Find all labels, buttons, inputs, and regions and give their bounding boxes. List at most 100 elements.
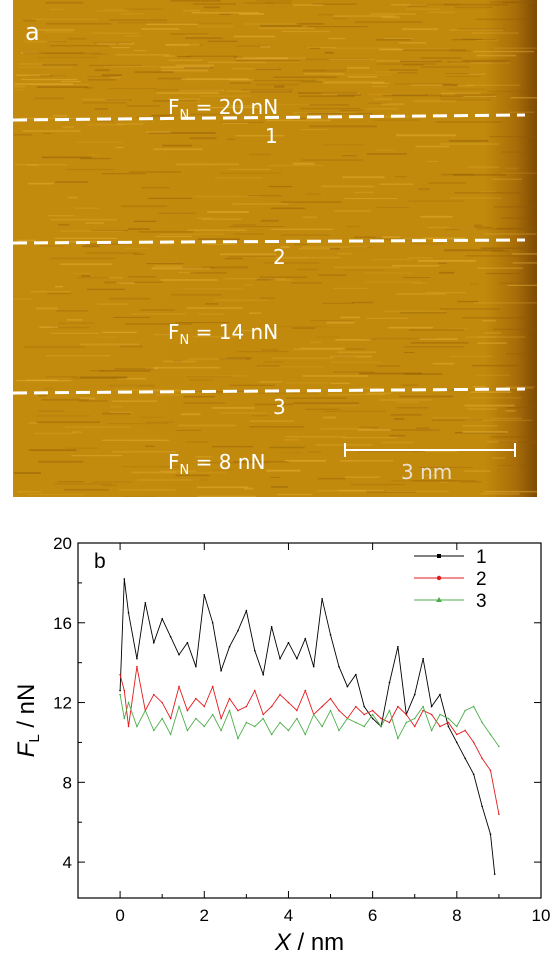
- data-point-2: [456, 733, 458, 736]
- afm-streak: [151, 267, 211, 270]
- afm-streak: [62, 126, 75, 129]
- afm-streak: [368, 93, 426, 96]
- afm-streak: [80, 397, 96, 400]
- afm-streak: [259, 381, 282, 383]
- afm-streak: [50, 218, 118, 221]
- afm-streak: [19, 66, 73, 69]
- afm-streak: [39, 75, 53, 77]
- afm-streak: [510, 97, 537, 99]
- afm-streak: [454, 93, 497, 96]
- afm-streak: [397, 71, 417, 74]
- data-point-2: [203, 705, 206, 708]
- afm-streak: [278, 452, 302, 454]
- afm-streak: [473, 302, 537, 304]
- data-point-1: [422, 657, 424, 660]
- afm-streak: [349, 247, 373, 249]
- afm-streak: [477, 228, 525, 230]
- afm-streak: [315, 79, 326, 81]
- data-point-1: [346, 685, 349, 688]
- y-axis-label: FL / nN: [13, 684, 43, 758]
- afm-streak: [29, 75, 67, 77]
- afm-streak: [236, 329, 261, 332]
- data-point-2: [127, 725, 130, 728]
- afm-streak: [219, 358, 251, 360]
- afm-streak: [285, 382, 330, 384]
- afm-streak: [14, 89, 24, 91]
- afm-streak: [300, 128, 328, 131]
- afm-streak: [263, 262, 320, 264]
- afm-streak: [273, 76, 337, 78]
- afm-streak: [482, 319, 496, 322]
- afm-streak: [300, 80, 322, 83]
- afm-streak: [127, 228, 150, 230]
- data-point-1: [203, 594, 206, 596]
- legend-marker-1: [437, 554, 441, 558]
- afm-streak: [428, 182, 467, 184]
- afm-streak: [412, 480, 477, 482]
- afm-streak: [293, 402, 360, 404]
- afm-streak: [432, 362, 455, 365]
- data-point-1: [329, 633, 332, 636]
- afm-streak: [378, 48, 404, 51]
- afm-streak: [491, 250, 509, 252]
- afm-streak: [342, 436, 398, 439]
- series-lines: [119, 578, 500, 875]
- data-point-3: [169, 733, 172, 736]
- afm-streak: [178, 271, 196, 274]
- afm-streak: [347, 76, 378, 78]
- afm-streak: [101, 484, 118, 487]
- legend: 123: [414, 547, 487, 612]
- data-point-3: [220, 729, 222, 732]
- data-point-1: [338, 665, 340, 668]
- afm-streak: [425, 292, 467, 294]
- data-point-2: [287, 701, 290, 704]
- afm-streak: [161, 114, 217, 116]
- afm-streak: [208, 61, 266, 64]
- afm-streak: [364, 272, 415, 274]
- data-point-1: [388, 681, 391, 684]
- afm-streak: [192, 479, 209, 481]
- data-point-2: [195, 697, 197, 700]
- afm-streak: [301, 159, 364, 161]
- afm-streak: [28, 449, 77, 452]
- afm-streak: [358, 429, 391, 431]
- afm-streak: [488, 135, 537, 138]
- data-point-1: [211, 621, 214, 624]
- afm-streak: [265, 2, 292, 4]
- force-label-20: FN = 20 nN: [168, 95, 279, 123]
- afm-streak: [248, 312, 262, 315]
- afm-streak: [407, 5, 428, 7]
- afm-streak: [126, 105, 160, 107]
- afm-streak: [194, 195, 260, 198]
- afm-streak: [447, 328, 470, 330]
- afm-streak: [280, 201, 342, 203]
- data-point-3: [211, 713, 214, 716]
- afm-streak: [34, 97, 64, 100]
- data-point-2: [296, 709, 298, 712]
- afm-streak: [36, 421, 101, 424]
- afm-streak: [505, 409, 516, 412]
- data-point-2: [405, 713, 408, 716]
- afm-streak: [226, 357, 253, 359]
- afm-streak: [293, 4, 324, 7]
- panel-label-a: a: [25, 18, 40, 46]
- afm-streak: [39, 326, 58, 329]
- afm-streak: [41, 398, 90, 401]
- afm-streak: [243, 2, 274, 4]
- afm-streak: [187, 229, 247, 231]
- x-tick-label: 8: [452, 906, 461, 925]
- afm-streak: [464, 404, 515, 407]
- series-line-1: [119, 578, 496, 875]
- data-point-3: [119, 693, 121, 696]
- afm-streak: [484, 490, 537, 493]
- afm-streak: [30, 291, 71, 293]
- afm-streak: [341, 155, 357, 157]
- data-point-2: [388, 721, 391, 724]
- afm-streak: [271, 228, 333, 231]
- afm-streak: [160, 66, 211, 69]
- afm-streak: [236, 57, 288, 60]
- data-point-2: [237, 709, 239, 712]
- afm-streak: [44, 52, 102, 55]
- afm-streak: [255, 68, 282, 71]
- afm-streak: [374, 337, 438, 340]
